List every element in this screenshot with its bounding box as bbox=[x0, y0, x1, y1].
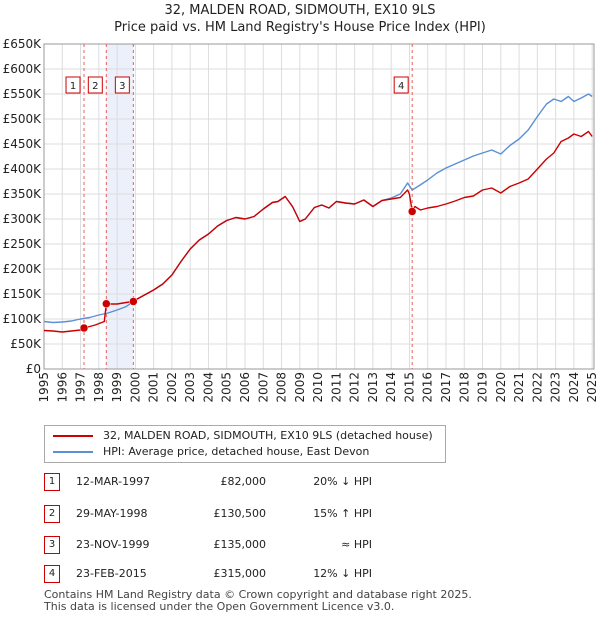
sale-label-box bbox=[393, 76, 409, 94]
sale-period-band bbox=[106, 44, 134, 369]
transaction-hpi: 20% ↓ HPI bbox=[313, 475, 372, 488]
x-tick-label: 1998 bbox=[92, 372, 106, 403]
chart-legend: 32, MALDEN ROAD, SIDMOUTH, EX10 9LS (det… bbox=[44, 425, 446, 463]
y-tick-label: £100K bbox=[3, 312, 43, 326]
transaction-hpi: 12% ↓ HPI bbox=[313, 567, 372, 580]
transaction-badge: 1 bbox=[44, 473, 60, 491]
transaction-badge: 3 bbox=[44, 536, 60, 554]
y-tick-label: £550K bbox=[3, 87, 43, 101]
legend-item-property: 32, MALDEN ROAD, SIDMOUTH, EX10 9LS (det… bbox=[53, 428, 433, 444]
legend-swatch-property bbox=[53, 435, 93, 437]
y-tick-label: £0 bbox=[26, 362, 41, 376]
y-tick-label: £500K bbox=[3, 112, 43, 126]
transaction-price: £135,000 bbox=[213, 538, 267, 551]
y-tick-label: £250K bbox=[3, 237, 43, 251]
transaction-hpi: ≈ HPI bbox=[341, 538, 372, 551]
sale-label: 4 bbox=[398, 81, 404, 92]
y-tick-label: £350K bbox=[3, 187, 43, 201]
sale-point bbox=[79, 323, 89, 333]
chart-title: 32, MALDEN ROAD, SIDMOUTH, EX10 9LS bbox=[164, 3, 435, 18]
x-tick-label: 2013 bbox=[366, 372, 380, 403]
sale-label: 2 bbox=[92, 81, 98, 92]
x-tick-label: 1995 bbox=[37, 372, 51, 403]
plot-frame bbox=[43, 43, 595, 370]
y-tick-label: £400K bbox=[3, 162, 43, 176]
y-tick-label: £300K bbox=[3, 212, 43, 226]
x-tick-label: 2022 bbox=[530, 372, 544, 403]
x-tick-label: 2016 bbox=[421, 372, 435, 403]
sale-point bbox=[102, 299, 111, 308]
y-tick-label: £150K bbox=[3, 287, 43, 301]
x-tick-label: 2014 bbox=[384, 372, 398, 403]
y-tick-label: £650K bbox=[3, 37, 43, 51]
transaction-date: 29-MAY-1998 bbox=[76, 507, 148, 520]
x-tick-label: 1996 bbox=[55, 372, 69, 403]
y-tick-label: £450K bbox=[3, 137, 43, 151]
x-tick-label: 2020 bbox=[494, 372, 508, 403]
sale-label-box bbox=[65, 76, 81, 94]
x-tick-label: 2007 bbox=[256, 372, 270, 403]
transaction-price: £130,500 bbox=[213, 507, 267, 520]
legend-swatch-hpi bbox=[53, 451, 93, 453]
price-chart: 32, MALDEN ROAD, SIDMOUTH, EX10 9LS Pric… bbox=[3, 3, 600, 403]
x-tick-label: 2017 bbox=[439, 372, 453, 403]
x-tick-label: 2004 bbox=[201, 372, 215, 403]
x-tick-label: 2015 bbox=[402, 372, 416, 403]
transaction-badge: 4 bbox=[44, 565, 60, 583]
x-tick-label: 2024 bbox=[567, 372, 581, 403]
x-tick-label: 2019 bbox=[476, 372, 490, 403]
y-tick-label: £600K bbox=[3, 62, 43, 76]
x-tick-label: 2000 bbox=[128, 372, 142, 403]
transaction-date: 23-FEB-2015 bbox=[76, 567, 147, 580]
y-tick-label: £200K bbox=[3, 262, 43, 276]
x-tick-label: 2011 bbox=[329, 372, 343, 403]
x-tick-label: 2002 bbox=[165, 372, 179, 403]
transaction-date: 23-NOV-1999 bbox=[76, 538, 150, 551]
legend-label-hpi: HPI: Average price, detached house, East… bbox=[103, 445, 370, 458]
x-tick-label: 2008 bbox=[275, 372, 289, 403]
sale-label-box bbox=[87, 76, 103, 94]
x-tick-label: 2023 bbox=[549, 372, 563, 403]
x-tick-label: 1997 bbox=[74, 372, 88, 403]
license-line: This data is licensed under the Open Gov… bbox=[44, 600, 395, 613]
x-tick-label: 2005 bbox=[220, 372, 234, 403]
x-tick-label: 2001 bbox=[147, 372, 161, 403]
transaction-date: 12-MAR-1997 bbox=[76, 475, 151, 488]
sale-point bbox=[407, 207, 417, 216]
x-tick-label: 2009 bbox=[293, 372, 307, 403]
x-tick-label: 2006 bbox=[238, 372, 252, 403]
sale-label: 3 bbox=[119, 81, 125, 92]
y-tick-label: £50K bbox=[10, 337, 42, 351]
legend-item-hpi: HPI: Average price, detached house, East… bbox=[53, 444, 369, 460]
transaction-badge: 2 bbox=[44, 505, 60, 523]
x-tick-label: 2012 bbox=[348, 372, 362, 403]
legend-label-property: 32, MALDEN ROAD, SIDMOUTH, EX10 9LS (det… bbox=[103, 429, 433, 442]
transaction-price: £315,000 bbox=[213, 567, 267, 580]
x-tick-label: 2021 bbox=[512, 372, 526, 403]
x-tick-label: 2010 bbox=[311, 372, 325, 403]
attribution-line: Contains HM Land Registry data © Crown c… bbox=[44, 588, 472, 601]
x-tick-label: 1999 bbox=[110, 372, 124, 403]
attribution-footer: Contains HM Land Registry data © Crown c… bbox=[44, 589, 472, 613]
sale-label: 1 bbox=[70, 81, 76, 92]
sale-label-box bbox=[114, 76, 130, 94]
x-tick-label: 2025 bbox=[585, 372, 599, 403]
property-price-line bbox=[43, 130, 593, 333]
x-tick-label: 2003 bbox=[183, 372, 197, 403]
x-tick-label: 2018 bbox=[457, 372, 471, 403]
chart-subtitle: Price paid vs. HM Land Registry's House … bbox=[114, 20, 486, 35]
transaction-price: £82,000 bbox=[220, 475, 267, 488]
transaction-hpi: 15% ↑ HPI bbox=[313, 507, 372, 520]
sale-point bbox=[129, 297, 138, 306]
